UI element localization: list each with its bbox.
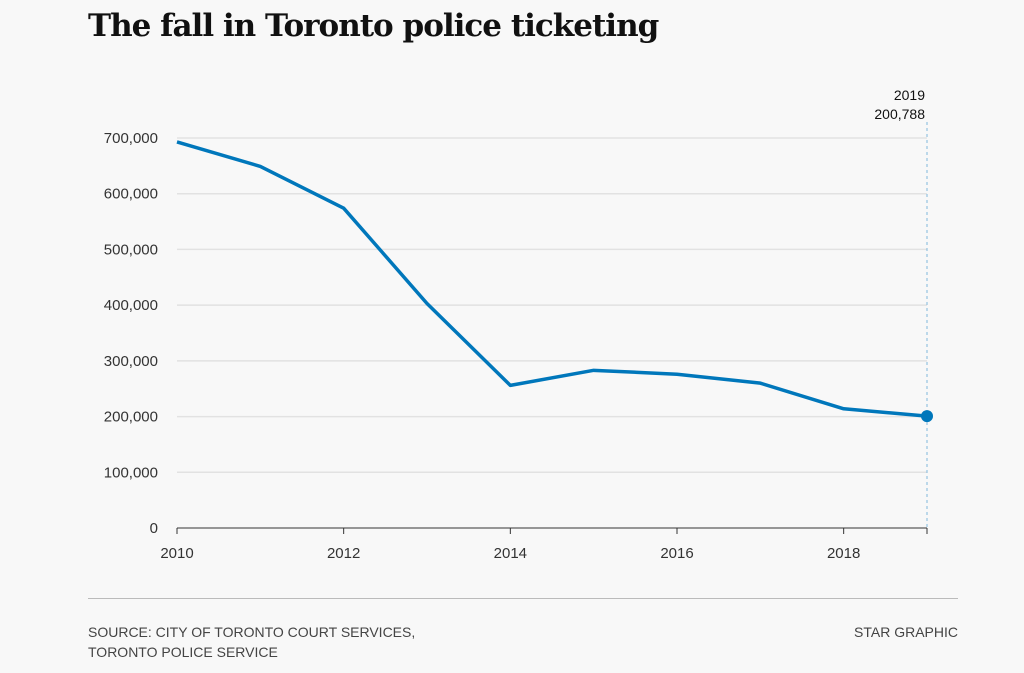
x-tick-label: 2016 xyxy=(660,545,693,562)
footer-divider xyxy=(88,598,958,599)
x-tick-label: 2012 xyxy=(327,545,360,562)
y-tick-label: 500,000 xyxy=(104,241,158,258)
y-tick-label: 600,000 xyxy=(104,186,158,203)
endpoint-marker xyxy=(921,410,933,423)
y-tick-label: 300,000 xyxy=(104,353,158,370)
source-line-2: TORONTO POLICE SERVICE xyxy=(88,644,278,660)
source-note: SOURCE: CITY OF TORONTO COURT SERVICES, … xyxy=(88,622,415,662)
annotation-year: 2019 xyxy=(894,87,925,103)
x-tick-label: 2014 xyxy=(494,545,527,562)
series-line xyxy=(176,140,928,418)
y-tick-label: 400,000 xyxy=(104,297,158,314)
y-tick-label: 700,000 xyxy=(104,130,158,147)
x-tick-label: 2018 xyxy=(827,545,860,562)
credit: STAR GRAPHIC xyxy=(854,624,958,640)
y-tick-label: 0 xyxy=(150,520,158,537)
line-chart: 0 100,000 200,000 300,000 400,000 500,000 600,… xyxy=(104,87,933,562)
source-line-1: SOURCE: CITY OF TORONTO COURT SERVICES, xyxy=(88,624,416,640)
x-tick-label: 2010 xyxy=(160,545,193,562)
y-tick-label: 200,000 xyxy=(104,409,158,426)
annotation-value: 200,788 xyxy=(874,106,925,122)
chart-title: The fall in Toronto police ticketing xyxy=(88,8,659,44)
y-tick-label: 100,000 xyxy=(104,464,158,481)
